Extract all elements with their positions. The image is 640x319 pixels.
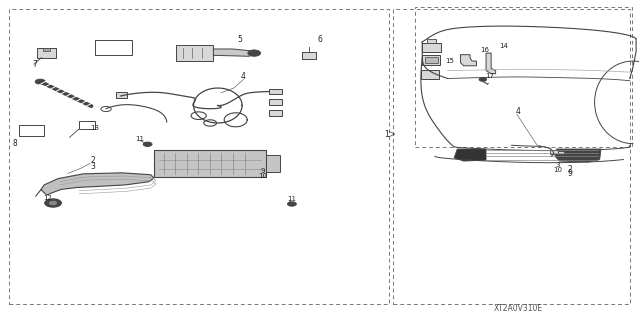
Text: 9: 9	[567, 169, 572, 178]
Text: 10: 10	[258, 173, 267, 179]
Bar	[269, 89, 282, 94]
Bar	[44, 48, 50, 51]
Bar	[154, 150, 266, 177]
Bar	[550, 150, 558, 154]
Text: 12: 12	[43, 195, 52, 201]
Text: 5: 5	[237, 35, 243, 44]
Circle shape	[49, 201, 57, 205]
Circle shape	[479, 78, 486, 81]
Bar	[269, 110, 282, 116]
Text: 14: 14	[499, 43, 508, 49]
Bar	[394, 9, 630, 304]
Text: 16: 16	[480, 47, 489, 53]
Bar	[116, 92, 127, 98]
Polygon shape	[555, 149, 601, 162]
Bar	[79, 122, 95, 129]
FancyBboxPatch shape	[37, 48, 56, 57]
Bar	[422, 43, 442, 51]
Text: 2: 2	[567, 165, 572, 174]
Bar	[421, 70, 439, 78]
Text: 9: 9	[260, 167, 265, 174]
Bar	[19, 125, 44, 136]
Text: 15: 15	[445, 58, 454, 64]
Polygon shape	[461, 55, 476, 66]
Bar	[95, 40, 132, 55]
Text: XT2A0V310E: XT2A0V310E	[493, 304, 543, 313]
Circle shape	[248, 50, 260, 56]
Circle shape	[146, 143, 150, 145]
Bar	[176, 45, 213, 61]
Text: 11: 11	[136, 136, 145, 142]
Text: 4: 4	[241, 72, 246, 81]
Text: 3: 3	[556, 162, 560, 167]
Text: 7: 7	[32, 60, 37, 69]
Polygon shape	[41, 173, 154, 195]
Bar	[415, 7, 632, 147]
Text: 8: 8	[12, 139, 17, 148]
Circle shape	[290, 203, 294, 205]
Text: 10: 10	[553, 167, 562, 173]
Text: 1: 1	[385, 130, 389, 138]
Bar	[428, 40, 436, 43]
Text: 2: 2	[91, 156, 95, 165]
Bar	[269, 99, 282, 105]
Text: 6: 6	[317, 35, 323, 44]
Text: 3: 3	[91, 162, 96, 171]
Circle shape	[287, 202, 296, 206]
Bar	[422, 55, 440, 65]
Bar	[302, 51, 316, 59]
Bar	[425, 57, 438, 63]
Text: 17: 17	[484, 73, 493, 79]
Text: 11: 11	[287, 196, 296, 202]
Bar	[9, 9, 389, 304]
Polygon shape	[486, 53, 495, 74]
Text: 13: 13	[91, 125, 100, 131]
Text: 4: 4	[516, 108, 520, 116]
Bar	[266, 155, 280, 172]
Bar	[557, 151, 564, 154]
Circle shape	[143, 142, 152, 146]
Circle shape	[35, 79, 45, 84]
Circle shape	[45, 199, 61, 207]
Polygon shape	[213, 49, 255, 56]
Polygon shape	[454, 149, 486, 161]
